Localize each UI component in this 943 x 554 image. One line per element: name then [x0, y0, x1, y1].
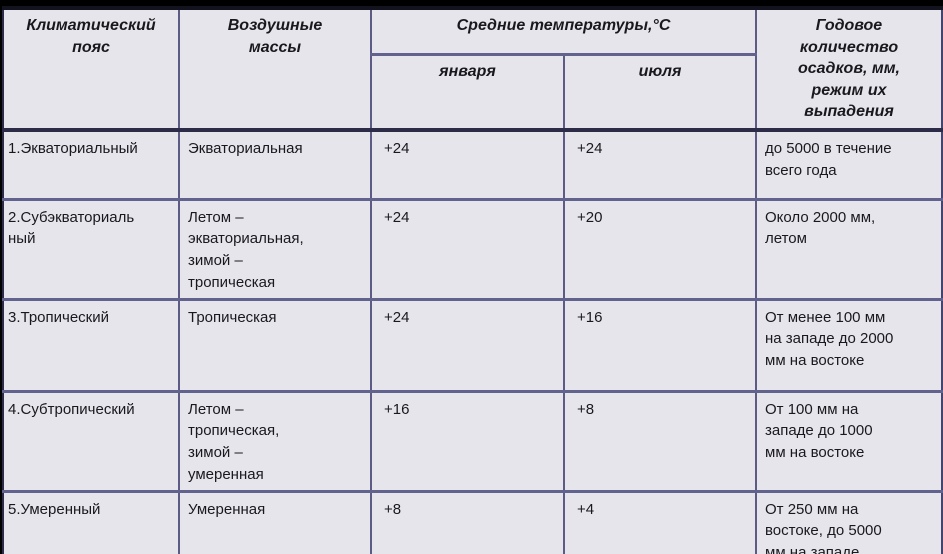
jan-temp-cell: +16 — [370, 389, 565, 493]
avg-temps-header: Средние температуры,°С — [370, 6, 757, 56]
air-masses-cell: Экваториальная — [178, 128, 372, 201]
air-masses-cell: Умеренная — [178, 489, 372, 554]
climate-table-container: Климатический пояс Воздушные массы Средн… — [2, 6, 943, 554]
precip-cell: От 100 мм на западе до 1000 мм на восток… — [755, 389, 943, 493]
table-row: 3.Тропический Тропическая +24 +16 От мен… — [2, 297, 943, 393]
air-masses-cell: Летом – экваториальная, зимой – тропичес… — [178, 197, 372, 301]
header-row-months: января июля — [3, 53, 942, 132]
jan-temp-cell: +24 — [370, 197, 565, 301]
july-header: июля — [563, 53, 757, 132]
table-row: 1.Экваториальный Экваториальная +24 +24 … — [2, 128, 943, 201]
climate-table: Климатический пояс Воздушные массы Средн… — [2, 6, 943, 554]
jan-temp-cell: +24 — [370, 128, 565, 201]
jul-temp-cell: +16 — [563, 297, 757, 393]
precip-cell: От менее 100 мм на западе до 2000 мм на … — [755, 297, 943, 393]
table-row: 2.Субэкваториаль ный Летом – экваториаль… — [2, 197, 943, 301]
table-row: 5.Умеренный Умеренная +8 +4 От 250 мм на… — [2, 489, 943, 554]
precip-cell: до 5000 в течение всего года — [755, 128, 943, 201]
zone-cell: 1.Экваториальный — [2, 128, 180, 201]
precipitation-header: Годовое количество осадков, мм, режим их… — [755, 6, 943, 132]
zone-cell: 2.Субэкваториаль ный — [2, 197, 180, 301]
climate-zone-header: Климатический пояс — [2, 6, 180, 132]
jan-temp-cell: +24 — [370, 297, 565, 393]
jan-temp-cell: +8 — [370, 489, 565, 554]
zone-cell: 3.Тропический — [2, 297, 180, 393]
air-masses-header: Воздушные массы — [178, 6, 372, 132]
zone-cell: 5.Умеренный — [2, 489, 180, 554]
header-row-main: Климатический пояс Воздушные массы Средн… — [2, 6, 943, 132]
zone-cell: 4.Субтропический — [2, 389, 180, 493]
jul-temp-cell: +20 — [563, 197, 757, 301]
january-header: января — [370, 53, 565, 132]
jul-temp-cell: +8 — [563, 389, 757, 493]
jul-temp-cell: +24 — [563, 128, 757, 201]
precip-cell: Около 2000 мм, летом — [755, 197, 943, 301]
air-masses-cell: Тропическая — [178, 297, 372, 393]
air-masses-cell: Летом – тропическая, зимой – умеренная — [178, 389, 372, 493]
jul-temp-cell: +4 — [563, 489, 757, 554]
precip-cell: От 250 мм на востоке, до 5000 мм на запа… — [755, 489, 943, 554]
table-row: 4.Субтропический Летом – тропическая, зи… — [2, 389, 943, 493]
